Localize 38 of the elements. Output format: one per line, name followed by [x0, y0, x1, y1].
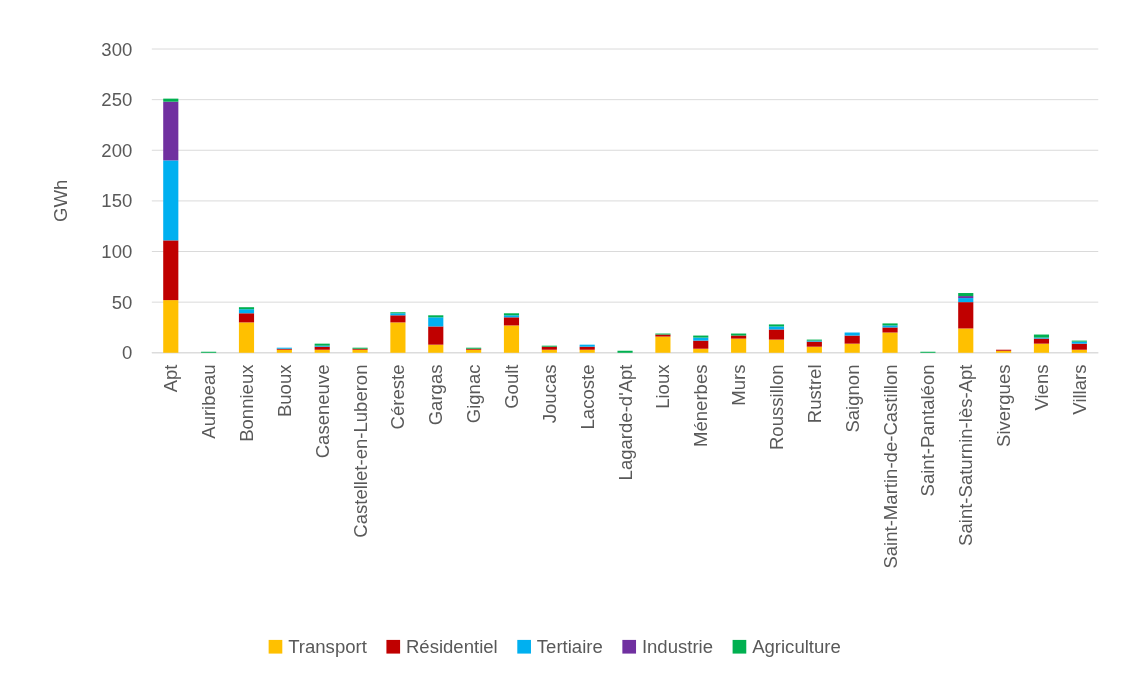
y-tick-label: 200 [101, 139, 133, 161]
x-tick-label: Auribeau [198, 364, 220, 439]
x-tick-label: Gargas [425, 364, 447, 426]
y-tick-label: 50 [111, 291, 133, 313]
x-tick-label: Apt [160, 363, 182, 393]
x-tick-label: Joucas [538, 364, 560, 424]
x-tick-label: Sivergues [993, 364, 1015, 447]
x-tick-label: Rustrel [803, 364, 825, 424]
x-tick-label: Saint-Saturnin-lès-Apt [955, 363, 977, 546]
y-tick-label: 300 [101, 38, 133, 60]
legend-label: Transport [288, 636, 368, 658]
x-tick-label: Gignac [463, 364, 485, 424]
legend-label: Résidentiel [405, 636, 498, 658]
legend-label: Tertiaire [536, 636, 603, 658]
x-tick-label: Céreste [387, 364, 409, 430]
y-tick-label: 100 [101, 241, 133, 263]
x-tick-label: Saint-Martin-de-Castillon [879, 364, 901, 569]
y-tick-label: 250 [101, 89, 133, 111]
x-tick-label: Castellet-en-Luberon [349, 364, 371, 538]
legend-label: Agriculture [752, 636, 841, 658]
x-tick-label: Buoux [273, 363, 295, 418]
y-tick-label: 150 [101, 190, 133, 212]
x-tick-label: Bonnieux [235, 363, 257, 442]
y-axis-title: GWh [49, 179, 71, 223]
x-tick-label: Lacoste [576, 364, 598, 430]
legend-label: Industrie [641, 636, 714, 658]
x-tick-label: Lagarde-d'Apt [614, 363, 636, 481]
x-tick-label: Lioux [652, 363, 674, 409]
x-tick-label: Murs [728, 364, 750, 406]
x-tick-label: Roussillon [765, 364, 787, 451]
x-tick-label: Viens [1030, 364, 1052, 411]
x-tick-label: Caseneuve [311, 364, 333, 459]
x-tick-label: Saint-Pantaléon [917, 364, 939, 497]
x-tick-label: Ménerbes [690, 364, 712, 447]
x-tick-label: Goult [500, 363, 522, 409]
y-tick-label: 0 [121, 342, 133, 364]
x-tick-label: Saignon [841, 364, 863, 433]
x-tick-label: Villars [1068, 364, 1090, 415]
